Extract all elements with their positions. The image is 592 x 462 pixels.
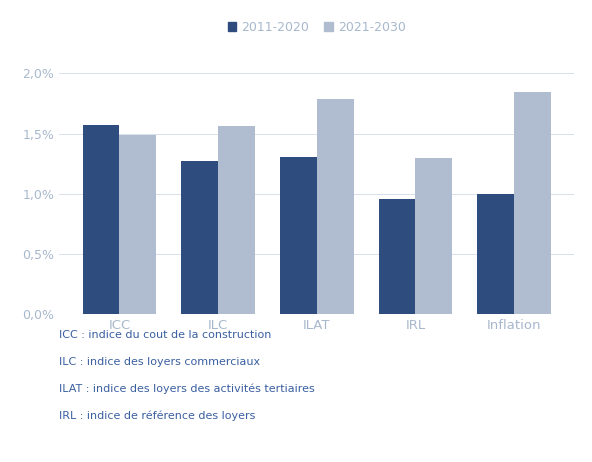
Bar [280,157,317,314]
Bar [181,161,218,314]
Text: IRL : indice de référence des loyers: IRL : indice de référence des loyers [59,411,256,421]
Bar [218,127,255,314]
Text: ICC : indice du cout de la construction: ICC : indice du cout de la construction [59,330,272,340]
Legend: 2011-2020, 2021-2030: 2011-2020, 2021-2030 [223,16,411,39]
Bar [416,158,452,314]
Bar [514,91,551,314]
Text: ILAT : indice des loyers des activités tertiaires: ILAT : indice des loyers des activités t… [59,384,315,395]
Bar [378,199,416,314]
Bar [83,125,120,314]
Bar [477,194,514,314]
Text: ILC : indice des loyers commerciaux: ILC : indice des loyers commerciaux [59,357,260,367]
Bar [120,135,156,314]
Bar [317,99,353,314]
